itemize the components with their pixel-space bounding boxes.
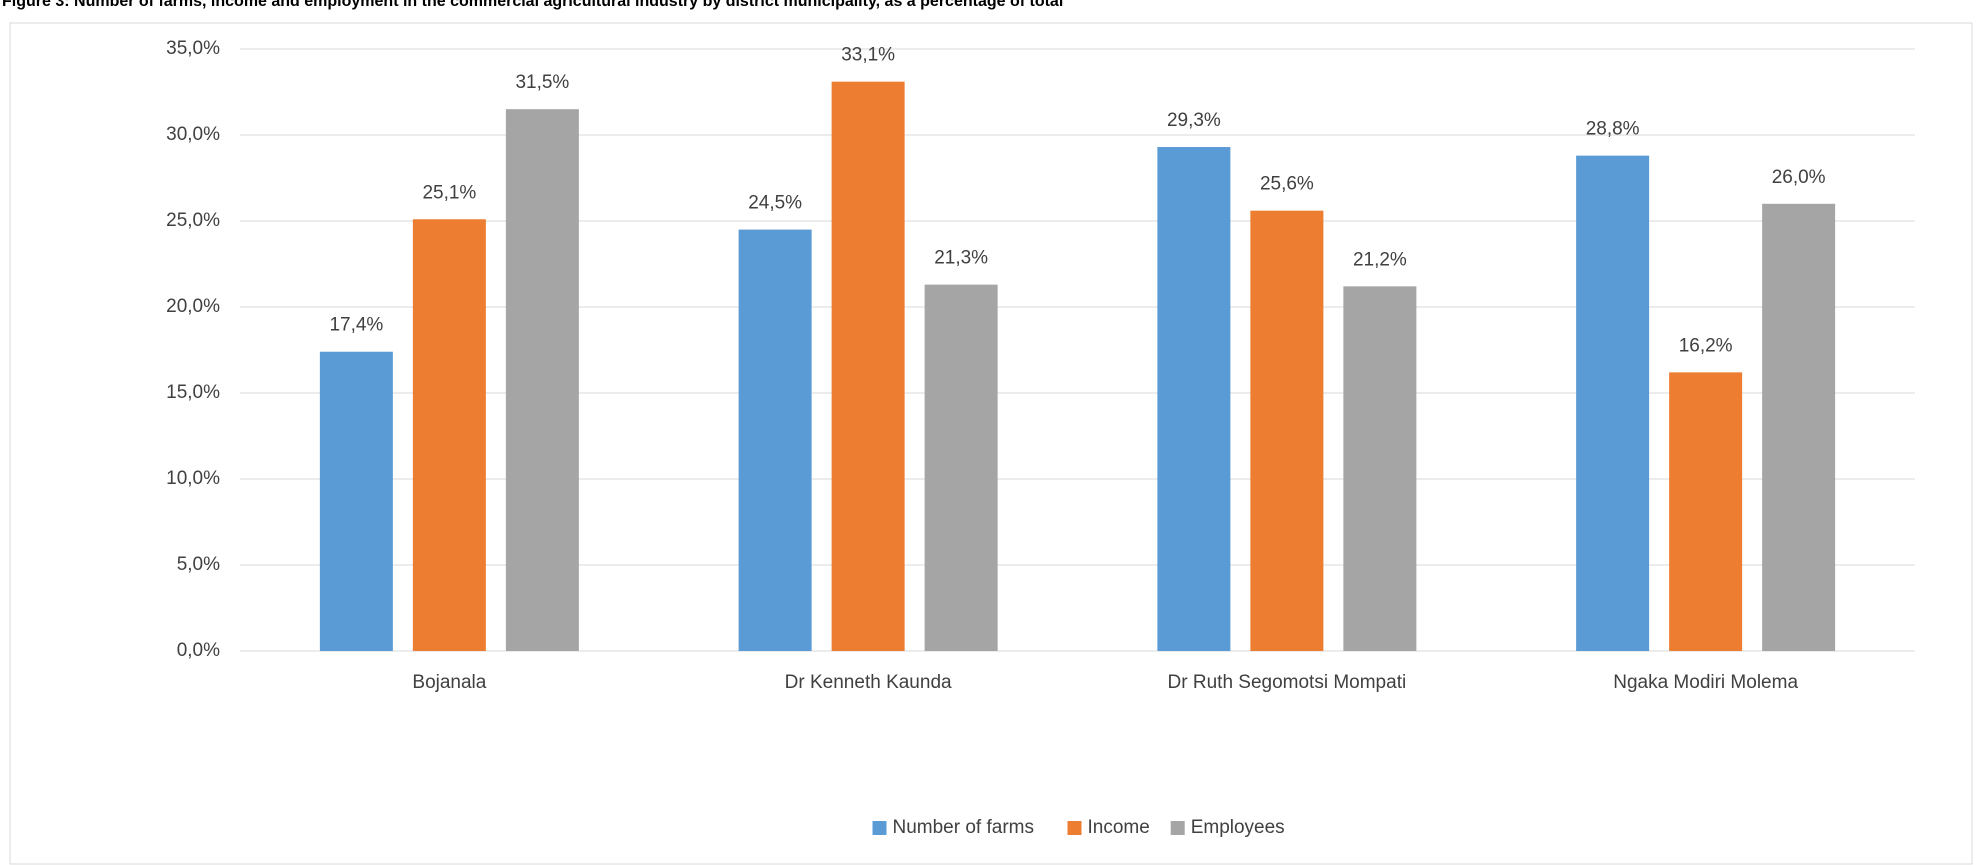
y-tick-label: 20,0% <box>166 296 220 317</box>
chart-title: Figure 3: Number of farms, income and em… <box>2 0 1063 10</box>
legend-label: Employees <box>1191 817 1285 838</box>
legend-label: Income <box>1088 817 1150 838</box>
legend-swatch <box>1170 821 1185 835</box>
value-label: 16,2% <box>1679 335 1733 356</box>
x-tick-label: Dr Ruth Segomotsi Mompati <box>1168 672 1407 693</box>
value-label: 28,8% <box>1586 119 1640 140</box>
bar <box>1157 147 1231 652</box>
x-tick-label: Ngaka Modiri Molema <box>1613 672 1798 693</box>
bar <box>505 109 579 651</box>
bar <box>831 81 905 652</box>
bar <box>1576 155 1650 651</box>
bar <box>412 219 486 651</box>
y-tick-label: 30,0% <box>166 124 220 145</box>
value-label: 21,3% <box>934 248 988 269</box>
bar <box>1762 203 1836 652</box>
bar <box>1343 286 1417 651</box>
value-label: 29,3% <box>1167 110 1221 131</box>
bar <box>319 351 393 651</box>
legend-swatch <box>1067 821 1082 835</box>
value-label: 33,1% <box>841 45 895 66</box>
bar <box>1669 372 1743 651</box>
value-label: 24,5% <box>748 193 802 214</box>
legend-swatch <box>872 821 887 835</box>
legend-label: Number of farms <box>893 817 1034 838</box>
y-tick-label: 0,0% <box>177 640 220 661</box>
y-tick-label: 5,0% <box>177 554 220 575</box>
value-label: 21,2% <box>1353 249 1407 270</box>
value-label: 25,6% <box>1260 174 1314 195</box>
value-label: 31,5% <box>515 72 569 93</box>
value-label: 17,4% <box>329 315 383 336</box>
bar <box>924 284 998 651</box>
value-label: 25,1% <box>422 182 476 203</box>
y-tick-label: 10,0% <box>166 468 220 489</box>
value-label: 26,0% <box>1772 167 1826 188</box>
y-tick-label: 35,0% <box>166 38 220 59</box>
y-tick-label: 15,0% <box>166 382 220 403</box>
bar <box>1250 210 1324 651</box>
bar <box>738 229 812 651</box>
x-tick-label: Dr Kenneth Kaunda <box>785 672 952 693</box>
y-tick-label: 25,0% <box>166 210 220 231</box>
x-tick-label: Bojanala <box>412 672 486 693</box>
